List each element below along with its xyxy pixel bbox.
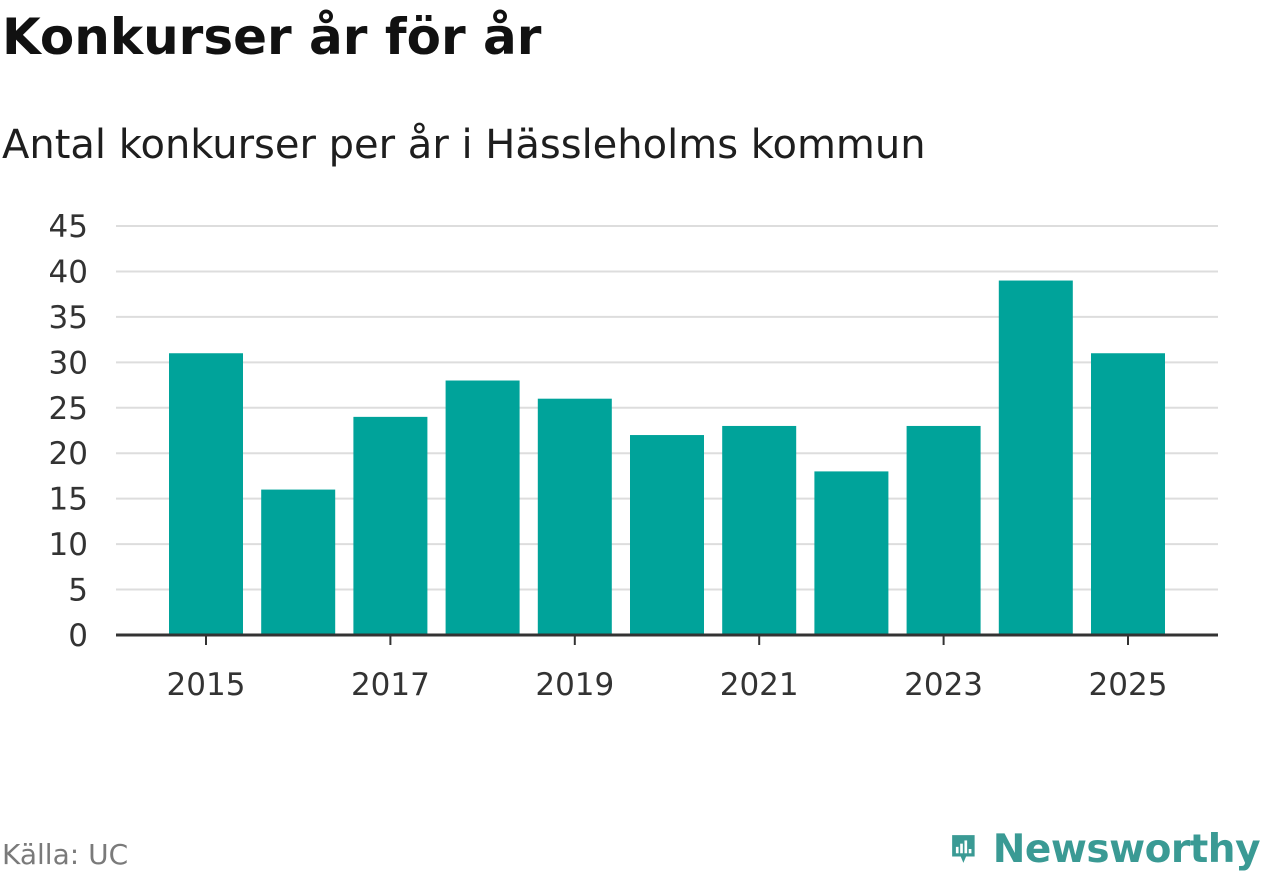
- newsworthy-logo-icon: [952, 835, 975, 863]
- x-tick-label-2025: 2025: [1089, 667, 1168, 703]
- y-tick-label-45: 45: [49, 209, 88, 245]
- x-tick-label-2019: 2019: [535, 667, 614, 703]
- bar-2025: [1091, 353, 1165, 635]
- bar-2019: [537, 398, 612, 635]
- bars: [169, 280, 1165, 635]
- chart-subtitle: Antal konkurser per år i Hässleholms kom…: [2, 122, 926, 168]
- x-axis-ticks: 2015 2017 2019 2021 2023 2025: [167, 635, 1168, 703]
- bar-2023: [906, 425, 981, 635]
- bar-2021: [722, 425, 797, 635]
- y-tick-label-40: 40: [49, 254, 88, 290]
- bar-2018: [445, 380, 520, 635]
- bar-2020: [630, 435, 704, 635]
- brand-name: Newsworthy: [992, 826, 1261, 872]
- y-tick-label-0: 0: [68, 618, 88, 654]
- x-tick-label-2017: 2017: [351, 667, 430, 703]
- source-note: Källa: UC: [2, 838, 129, 871]
- bar-2022: [814, 471, 889, 635]
- y-tick-label-25: 25: [49, 391, 88, 427]
- y-tick-label-35: 35: [49, 300, 88, 336]
- newsworthy-logo: Newsworthy: [950, 818, 1261, 880]
- y-tick-label-10: 10: [49, 527, 88, 563]
- y-tick-label-20: 20: [49, 436, 88, 472]
- chart-title: Konkurser år för år: [2, 8, 542, 66]
- bar-2016: [261, 489, 336, 635]
- bar-2017: [353, 416, 428, 635]
- y-tick-label-30: 30: [49, 345, 88, 381]
- x-tick-label-2023: 2023: [904, 667, 983, 703]
- x-tick-label-2015: 2015: [167, 667, 246, 703]
- y-axis-ticks: 0 5 10 15 20 25 30 35 40 45: [49, 209, 88, 654]
- y-tick-label-5: 5: [68, 573, 88, 609]
- x-tick-label-2021: 2021: [720, 667, 799, 703]
- bar-2024: [998, 280, 1073, 635]
- bar-2015: [169, 353, 243, 635]
- y-tick-label-15: 15: [49, 482, 88, 518]
